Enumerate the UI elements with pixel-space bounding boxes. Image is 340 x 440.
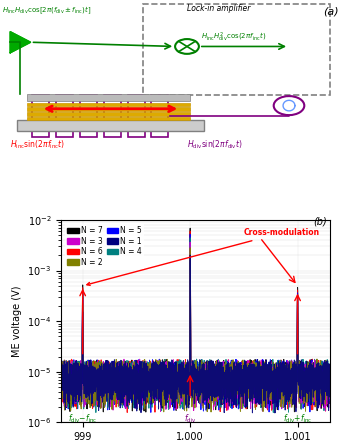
Text: Lock-in amplifier: Lock-in amplifier [187, 4, 250, 13]
Text: $H_{\rm inc}H_{\rm div}^2{\rm cos}(2\pi f_{\rm inc}t)$: $H_{\rm inc}H_{\rm div}^2{\rm cos}(2\pi … [201, 30, 266, 44]
Text: Cross-modulation: Cross-modulation [87, 228, 320, 286]
Bar [27, 107, 190, 111]
Legend: N = 7, N = 3, N = 6, N = 2, N = 5, N = 1, N = 4: N = 7, N = 3, N = 6, N = 2, N = 5, N = 1… [65, 224, 144, 269]
Bar [151, 95, 168, 137]
Polygon shape [10, 32, 31, 53]
Text: $f_{\rm div}$: $f_{\rm div}$ [184, 412, 197, 425]
Bar [27, 103, 190, 106]
Bar [32, 95, 49, 137]
Bar [27, 117, 190, 121]
Text: $H_{\rm div}{\rm sin}(2\pi f_{\rm div}t)$: $H_{\rm div}{\rm sin}(2\pi f_{\rm div}t)… [187, 139, 243, 151]
Bar [56, 95, 73, 137]
Bar [128, 95, 144, 137]
Text: (b): (b) [314, 217, 327, 227]
Text: $f_{\rm div}$$-$$f_{\rm inc}$: $f_{\rm div}$$-$$f_{\rm inc}$ [68, 412, 98, 425]
Circle shape [175, 39, 199, 54]
Bar [104, 95, 121, 137]
Text: $H_{\rm inc}H_{\rm div}{\rm cos}[2\pi(f_{\rm div}\pm f_{\rm inc})t]$: $H_{\rm inc}H_{\rm div}{\rm cos}[2\pi(f_… [2, 5, 91, 16]
Bar [27, 112, 190, 116]
Y-axis label: ME voltage (V): ME voltage (V) [12, 286, 22, 357]
Bar [17, 121, 204, 131]
Circle shape [274, 96, 304, 115]
Bar [143, 4, 330, 95]
Bar [80, 95, 97, 137]
Text: $f_{\rm div}$$+$$f_{\rm inc}$: $f_{\rm div}$$+$$f_{\rm inc}$ [283, 412, 312, 425]
Text: (a): (a) [323, 7, 339, 17]
Text: $H_{\rm inc}{\rm sin}(2\pi f_{\rm inc}t)$: $H_{\rm inc}{\rm sin}(2\pi f_{\rm inc}t)… [10, 139, 65, 151]
Bar [27, 94, 190, 101]
